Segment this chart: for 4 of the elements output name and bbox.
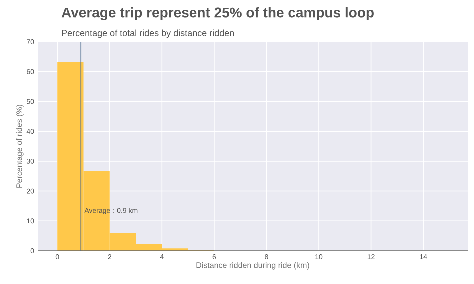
chart-subtitle: Percentage of total rides by distance ridden bbox=[62, 30, 234, 38]
x-axis-title: Distance ridden during ride (km) bbox=[196, 262, 310, 270]
chart-title: Average trip represent 25% of the campus loop bbox=[62, 7, 374, 21]
y-axis-title: Percentage of rides (%) bbox=[16, 104, 24, 188]
